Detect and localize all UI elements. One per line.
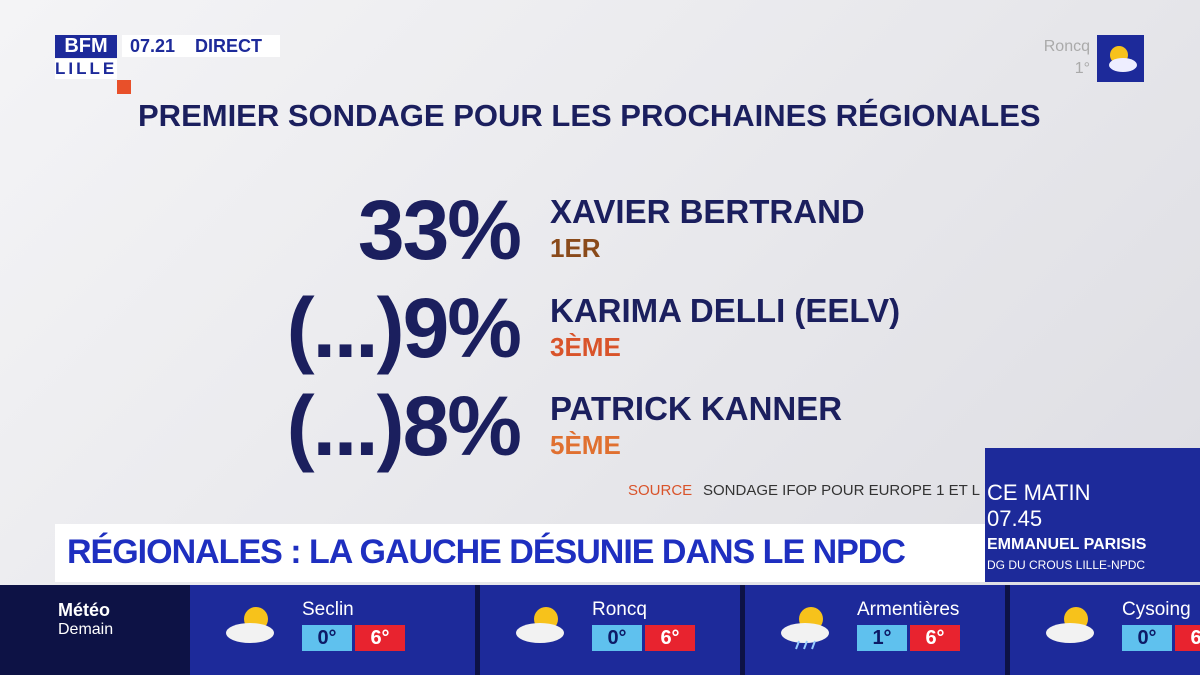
title: PREMIER SONDAGE POUR LES PROCHAINES RÉGI…	[138, 98, 1041, 133]
weather-city: Armentières 1° 6°	[745, 585, 1005, 675]
weather-city: Cysoing 0° 6°	[1010, 585, 1200, 675]
temp-min: 0°	[1122, 625, 1172, 651]
city-name: Seclin	[302, 599, 354, 620]
weather-icon	[226, 607, 274, 643]
candidate-name: XAVIER BERTRAND	[550, 193, 865, 230]
score: (...)8%	[286, 379, 522, 473]
candidate-rank: 3ÈME	[550, 332, 621, 362]
candidate-rank: 1ER	[550, 233, 601, 263]
top-weather-city: Roncq	[1043, 38, 1090, 55]
temp-max: 6°	[910, 625, 960, 651]
temp-max: 6°	[355, 625, 405, 651]
side-role: DG DU CROUS LILLE-NPDC	[987, 558, 1146, 572]
weather-label: Météo	[58, 600, 111, 620]
source-text: SONDAGE IFOP POUR EUROPE 1 ET L	[703, 482, 981, 499]
weather-icon	[781, 607, 829, 650]
weather-icon	[516, 607, 564, 643]
candidate-name: PATRICK KANNER	[550, 390, 843, 427]
logo-city: LILLE	[55, 59, 118, 79]
temp-max: 6°	[1175, 625, 1200, 651]
top-weather-icon	[1097, 35, 1144, 82]
weather-city: Roncq 0° 6°	[480, 585, 740, 675]
temp-min: 1°	[857, 625, 907, 651]
logo-brand: BFM	[55, 35, 117, 58]
side-panel: CE MATIN 07.45 EMMANUEL PARISIS DG DU CR…	[985, 448, 1200, 582]
weather-city: Seclin 0° 6°	[190, 585, 475, 675]
side-time: 07.45	[987, 506, 1043, 531]
city-name: Cysoing	[1122, 599, 1191, 620]
clock-time: 07.21	[130, 36, 176, 56]
side-slot: CE MATIN	[987, 480, 1091, 505]
city-name: Roncq	[592, 599, 647, 620]
live-status: DIRECT	[195, 36, 262, 56]
side-guest: EMMANUEL PARISIS	[987, 536, 1147, 553]
temp-min: 0°	[592, 625, 642, 651]
temp-min: 0°	[302, 625, 352, 651]
weather-day: Demain	[58, 621, 114, 638]
candidate-name: KARIMA DELLI (EELV)	[550, 292, 901, 329]
top-weather-temp: 1°	[1074, 60, 1090, 77]
candidate-rank: 5ÈME	[550, 430, 621, 460]
temp-max: 6°	[645, 625, 695, 651]
weather-icon	[1046, 607, 1094, 643]
logo: BFM LILLE	[55, 35, 117, 81]
score: (...)9%	[286, 281, 522, 375]
source-label: SOURCE	[628, 482, 693, 499]
clock-bar: 07.21 DIRECT	[122, 35, 280, 57]
headline: RÉGIONALES : LA GAUCHE DÉSUNIE DANS LE N…	[67, 533, 906, 571]
city-name: Armentières	[857, 599, 960, 620]
accent-square	[117, 80, 131, 94]
headline-bar: RÉGIONALES : LA GAUCHE DÉSUNIE DANS LE N…	[55, 524, 985, 582]
score: 33%	[357, 183, 522, 277]
